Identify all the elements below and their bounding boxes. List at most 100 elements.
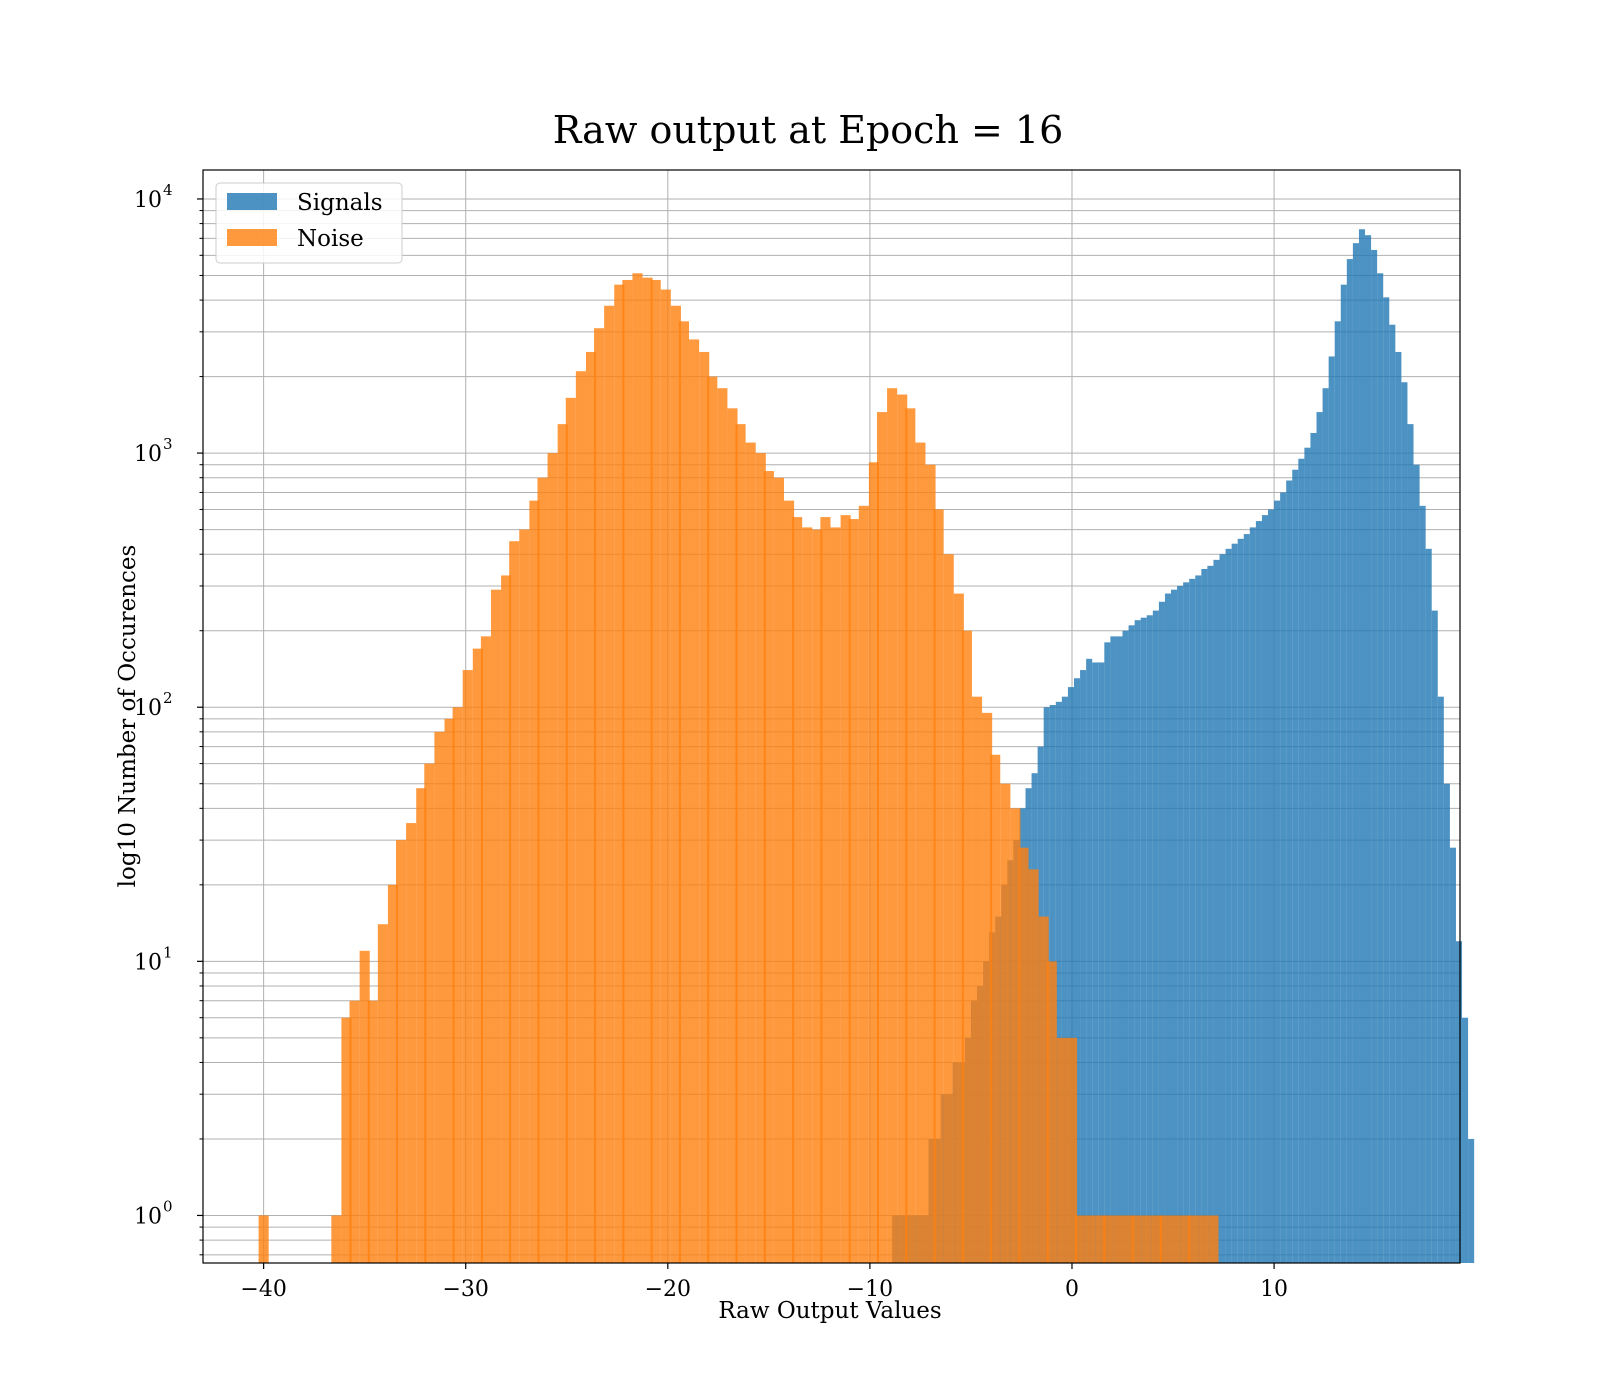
signals-bar [1104, 642, 1111, 1263]
noise-bar [953, 593, 964, 1263]
signals-bar [1274, 500, 1281, 1263]
noise-bar [622, 279, 633, 1263]
noise-bar [1180, 1215, 1191, 1263]
noise-bar [1038, 916, 1049, 1263]
noise-bar [650, 279, 661, 1263]
signals-bar [1140, 617, 1147, 1263]
noise-bar [359, 950, 370, 1263]
signals-bar [1328, 356, 1335, 1263]
signals-bar [1352, 243, 1359, 1263]
noise-bar [848, 519, 859, 1263]
noise-bar [1066, 1037, 1078, 1263]
y-tick-exponent: 4 [163, 181, 173, 199]
signals-bar [1080, 670, 1087, 1263]
signals-bar [1219, 554, 1226, 1263]
noise-bar [1103, 1215, 1114, 1263]
signals-bar [1183, 582, 1190, 1263]
signals-bar [1346, 259, 1353, 1263]
noise-bar [1085, 1215, 1096, 1263]
noise-bar [387, 884, 399, 1263]
x-tick-label: −10 [847, 1277, 893, 1302]
noise-bar [614, 284, 625, 1263]
noise-bar [341, 1017, 352, 1263]
noise-bar [472, 648, 483, 1263]
signals-bar [1116, 636, 1123, 1263]
x-tick-label: 10 [1260, 1277, 1288, 1302]
noise-bar [868, 462, 879, 1264]
signals-bar [1462, 1017, 1469, 1263]
signals-bar [1413, 464, 1420, 1263]
signals-bar [1377, 273, 1384, 1263]
x-tick-label: −40 [240, 1277, 286, 1302]
noise-bar [897, 394, 908, 1263]
noise-bar [971, 696, 983, 1263]
noise-bar [258, 1215, 269, 1263]
y-tick-exponent: 0 [163, 1197, 173, 1215]
noise-bar [784, 500, 795, 1263]
signals-bar [1146, 615, 1153, 1263]
signals-bar [1292, 469, 1299, 1263]
noise-bar [424, 763, 435, 1263]
noise-bar [529, 500, 540, 1263]
y-tick-exponent: 2 [163, 689, 173, 707]
signals-bar [1437, 696, 1444, 1263]
signals-bar [1383, 297, 1390, 1263]
noise-bar [331, 1215, 342, 1263]
noise-bar [763, 471, 774, 1264]
signals-bar [1110, 636, 1117, 1263]
noise-bar [1188, 1215, 1199, 1263]
signals-bar [1128, 625, 1135, 1263]
legend-label-noise: Noise [297, 226, 364, 252]
noise-bar [377, 924, 388, 1263]
noise-bar [961, 630, 972, 1263]
noise-bar [915, 442, 926, 1263]
legend-swatch-signals [227, 193, 277, 210]
y-tick-exponent: 1 [163, 943, 173, 961]
signals-bar [1249, 527, 1256, 1263]
noise-bar [830, 527, 841, 1263]
signals-bar [1189, 578, 1196, 1263]
noise-bar [1018, 847, 1029, 1263]
noise-bars [258, 273, 1219, 1264]
x-tick-label: −20 [645, 1277, 691, 1302]
signals-bar [1134, 620, 1141, 1263]
noise-bar [707, 376, 718, 1263]
noise-bar [745, 442, 756, 1263]
signals-bar [1449, 847, 1456, 1263]
noise-bar [905, 408, 916, 1264]
signals-bar [1152, 610, 1159, 1263]
signals-bar [1171, 589, 1178, 1263]
legend-label-signals: Signals [297, 190, 383, 216]
y-tick-exponent: 3 [163, 435, 173, 453]
signals-bar [1225, 548, 1232, 1263]
signals-bar [1158, 601, 1165, 1263]
noise-bar [820, 517, 831, 1263]
noise-bar [858, 505, 869, 1263]
signals-bar [1061, 696, 1068, 1263]
noise-bar [557, 424, 568, 1263]
noise-bar [1159, 1215, 1171, 1263]
noise-bar [395, 840, 407, 1263]
noise-bar [594, 328, 605, 1263]
noise-bar [519, 529, 530, 1263]
signals-bar [1067, 687, 1075, 1263]
noise-bar [1131, 1215, 1142, 1263]
signals-bar [1177, 585, 1184, 1263]
noise-bar [802, 527, 813, 1263]
noise-bar [490, 589, 502, 1263]
signals-bar [1389, 324, 1396, 1263]
noise-bar [1151, 1215, 1162, 1263]
noise-bar [943, 554, 954, 1263]
noise-bar [565, 397, 576, 1264]
x-axis-label: Raw Output Values [718, 1298, 941, 1324]
signals-bar [1195, 575, 1202, 1263]
noise-bar [537, 477, 548, 1263]
noise-bar [660, 289, 671, 1263]
noise-bar [990, 754, 1001, 1263]
noise-bar [887, 388, 898, 1264]
signals-bar [1401, 382, 1408, 1263]
signals-bar [1098, 662, 1105, 1263]
noise-bar [547, 453, 558, 1263]
signals-bar [1425, 548, 1432, 1263]
